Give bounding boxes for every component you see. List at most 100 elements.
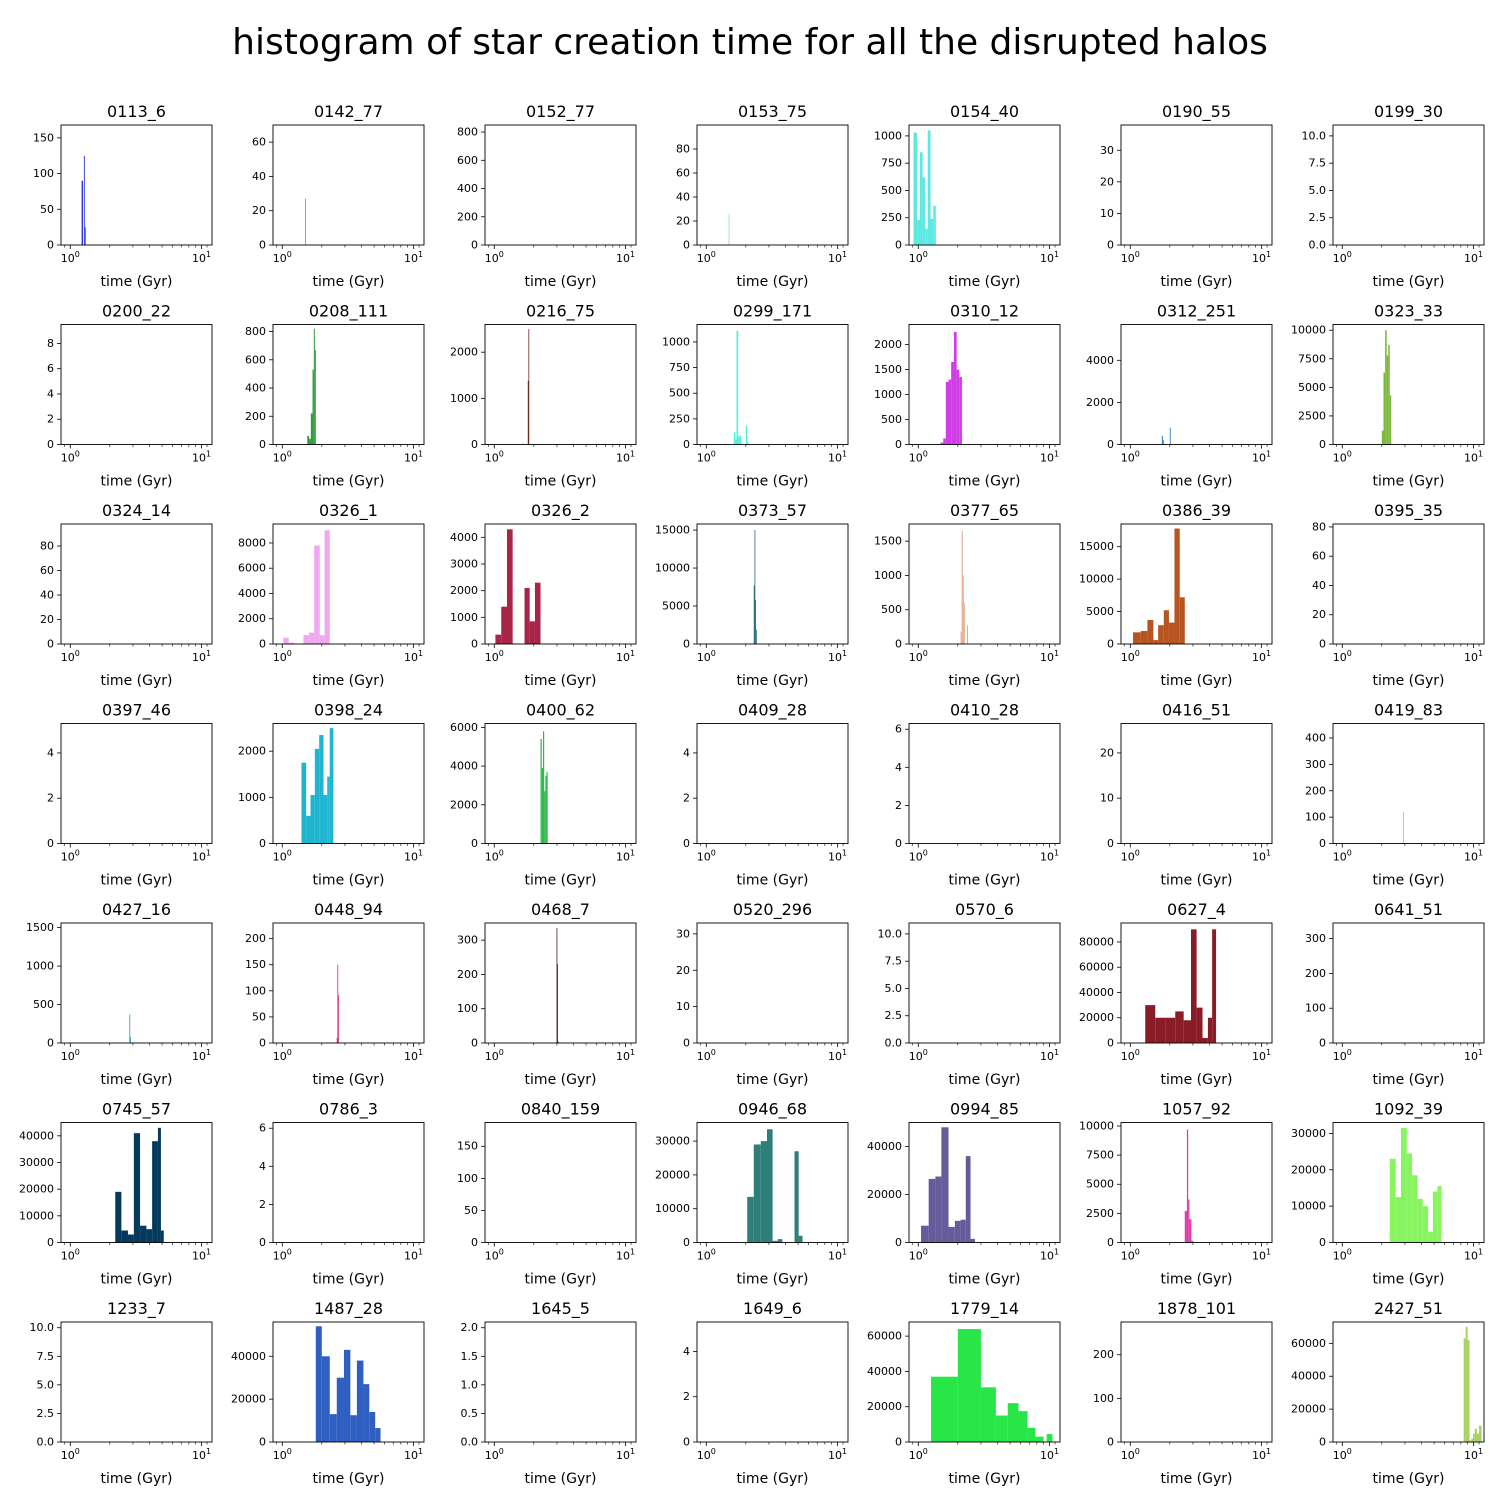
y-tick-label: 200 [1093, 1348, 1114, 1361]
subplot-title: 2427_51 [1374, 1299, 1443, 1319]
histogram-bar [546, 771, 548, 844]
subplot-title: 0377_65 [950, 501, 1019, 521]
x-tick-exponent: 1 [1266, 649, 1271, 658]
x-tick-base: 10 [61, 651, 75, 664]
y-tick-label: 0 [47, 1236, 54, 1249]
histogram-bar [1469, 1440, 1472, 1442]
axes-frame [272, 523, 425, 645]
x-tick-base: 10 [828, 252, 842, 265]
subplot-title: 0946_68 [738, 1100, 807, 1120]
x-tick-base: 10 [1121, 252, 1135, 265]
x-tick-exponent: 0 [923, 1048, 928, 1057]
y-tick-label: 10000 [1079, 1119, 1114, 1132]
x-tick-exponent: 1 [1478, 1048, 1483, 1057]
histogram-bar [375, 1428, 381, 1442]
axes-frame [484, 922, 637, 1044]
y-tick-label: 2.5 [885, 1009, 903, 1022]
histogram-bar [524, 588, 530, 644]
y-tick-label: 40000 [867, 1140, 902, 1153]
x-tick-base: 10 [404, 252, 418, 265]
y-tick-label: 0.0 [1309, 239, 1327, 252]
x-axis-label: time (Gyr) [949, 1072, 1021, 1088]
subplot-title: 0310_12 [950, 302, 1019, 322]
x-tick-label: 100 [697, 1248, 716, 1263]
subplot-title: 0190_55 [1162, 102, 1231, 122]
x-tick-base: 10 [1252, 452, 1266, 465]
y-tick-label: 0 [1319, 1436, 1326, 1449]
subplot-title: 0786_3 [319, 1100, 378, 1120]
histogram-bar [921, 1225, 929, 1243]
subplot-title: 0326_1 [319, 501, 378, 521]
histogram-bar [922, 177, 926, 245]
x-tick-exponent: 0 [75, 1048, 80, 1057]
y-tick-label: 750 [881, 157, 902, 170]
axes-frame [696, 1321, 849, 1443]
y-tick-label: 500 [33, 998, 54, 1011]
x-tick-label: 101 [1252, 849, 1271, 864]
x-tick-label: 101 [828, 649, 847, 664]
y-tick-label: 1000 [238, 791, 266, 804]
histogram-bar [728, 213, 730, 245]
x-tick-exponent: 1 [1478, 250, 1483, 259]
histogram-bar [314, 748, 320, 844]
y-tick-label: 50 [252, 1010, 266, 1023]
histogram-bar [1389, 1158, 1396, 1243]
x-tick-label: 101 [404, 1248, 423, 1263]
y-tick-label: 1000 [450, 611, 478, 624]
y-tick-label: 250 [669, 412, 690, 425]
x-tick-base: 10 [192, 452, 206, 465]
x-tick-base: 10 [1040, 252, 1054, 265]
y-tick-label: 30 [1100, 144, 1114, 157]
histogram-bar [1174, 528, 1180, 644]
y-tick-label: 100 [33, 167, 54, 180]
y-tick-label: 0.0 [37, 1436, 55, 1449]
axes-frame [696, 523, 849, 645]
x-tick-exponent: 1 [630, 450, 635, 459]
y-tick-label: 1500 [26, 921, 54, 934]
y-tick-label: 0 [1107, 837, 1114, 850]
y-tick-label: 1000 [874, 129, 902, 142]
histogram-bar [306, 815, 311, 844]
y-tick-label: 2500 [1086, 1207, 1114, 1220]
y-tick-label: 200 [245, 932, 266, 945]
y-tick-label: 100 [457, 1002, 478, 1015]
histogram-bar [319, 635, 325, 644]
histogram-bar [557, 1041, 559, 1043]
axes-frame [1332, 523, 1485, 645]
histogram-bar [917, 219, 920, 245]
histogram-bar [951, 362, 954, 445]
x-tick-base: 10 [61, 1050, 75, 1063]
axes-frame [908, 124, 1061, 246]
x-tick-label: 100 [1121, 1048, 1140, 1063]
subplot-title: 0395_35 [1374, 501, 1443, 521]
x-tick-exponent: 0 [499, 649, 504, 658]
x-tick-exponent: 0 [287, 649, 292, 658]
y-tick-label: 4000 [238, 587, 266, 600]
histogram-bar [1437, 1186, 1442, 1243]
y-tick-label: 10000 [1079, 573, 1114, 586]
x-tick-exponent: 1 [206, 1447, 211, 1456]
x-tick-label: 101 [828, 849, 847, 864]
x-tick-label: 101 [192, 1048, 211, 1063]
histogram-bar [556, 928, 558, 1043]
x-tick-exponent: 1 [206, 849, 211, 858]
x-tick-label: 101 [404, 1048, 423, 1063]
x-axis-label: time (Gyr) [525, 1272, 597, 1288]
y-tick-label: 7500 [1086, 1149, 1114, 1162]
x-tick-label: 101 [404, 649, 423, 664]
subplot-title: 0323_33 [1374, 302, 1443, 322]
y-tick-label: 5000 [1298, 381, 1326, 394]
histogram-bar [1155, 1017, 1166, 1043]
y-tick-label: 1500 [874, 363, 902, 376]
x-tick-base: 10 [1121, 1449, 1135, 1462]
axes-frame [1332, 922, 1485, 1044]
axes-frame [696, 723, 849, 844]
y-tick-label: 2000 [450, 584, 478, 597]
histogram-bar [1388, 345, 1390, 445]
histogram-bar [1403, 811, 1404, 844]
histogram-bar [283, 637, 289, 644]
y-tick-label: 40000 [19, 1129, 54, 1142]
